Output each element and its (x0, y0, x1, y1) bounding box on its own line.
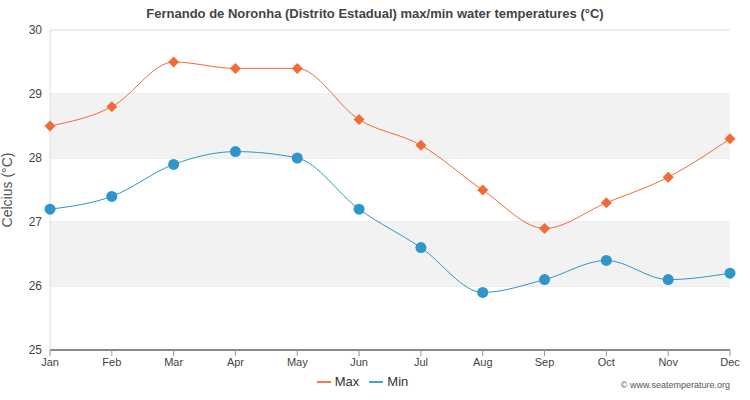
svg-text:29: 29 (29, 87, 43, 101)
svg-text:Jul: Jul (414, 356, 428, 368)
html-text:Min: Min (387, 374, 409, 389)
svg-text:27: 27 (29, 215, 43, 229)
svg-text:Oct: Oct (598, 356, 615, 368)
svg-text:Sep: Sep (535, 356, 555, 368)
svg-text:Jan: Jan (41, 356, 59, 368)
svg-text:Celcius (°C): Celcius (°C) (8, 153, 15, 228)
svg-text:28: 28 (29, 151, 43, 165)
svg-text:30: 30 (29, 23, 43, 37)
svg-text:Dec: Dec (720, 356, 740, 368)
svg-text:25: 25 (29, 343, 43, 357)
svg-text:26: 26 (29, 279, 43, 293)
html-text:© www.seatemperature.org: © www.seatemperature.org (620, 380, 730, 390)
svg-text:Aug: Aug (473, 356, 493, 368)
svg-text:Jun: Jun (350, 356, 368, 368)
svg-text:May: May (287, 356, 308, 368)
svg-text:Nov: Nov (658, 356, 678, 368)
svg-text:Feb: Feb (102, 356, 121, 368)
svg-text:Mar: Mar (164, 356, 183, 368)
html-text:Max: Max (334, 374, 360, 389)
svg-text:Apr: Apr (227, 356, 244, 368)
html-text:Fernando de Noronha (Distrito: Fernando de Noronha (Distrito Estadual) … (146, 6, 604, 21)
